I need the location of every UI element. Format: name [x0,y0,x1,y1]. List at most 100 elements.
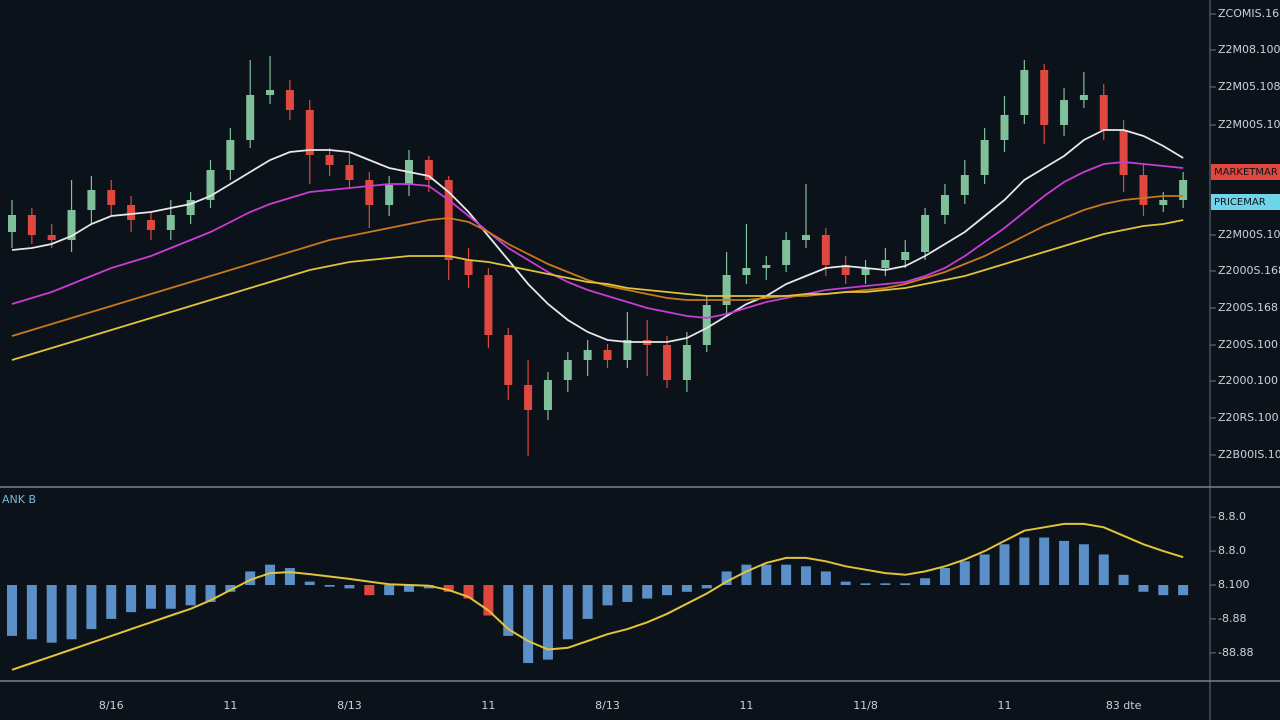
histogram-bar [225,585,236,592]
candle-body [464,260,473,275]
x-tick-label: 11 [739,699,753,712]
candle-body [27,215,36,235]
histogram-bar [721,571,732,585]
histogram-bar [503,585,514,636]
candle-body [921,215,930,252]
histogram-bar [284,568,295,585]
histogram-bar [681,585,692,592]
candle-body [385,185,394,205]
histogram-bar [622,585,633,602]
y-tick-label: -8.88 [1218,612,1246,625]
candle-body [504,335,513,385]
candle-body [524,385,533,410]
histogram-bar [463,585,474,599]
candle-body [802,235,810,240]
histogram-bar [999,544,1010,585]
moving-average-line [11,129,1184,343]
candle-body [722,275,731,305]
histogram-bar [404,585,414,592]
candle-body [901,252,910,260]
price-tag [1211,194,1280,210]
candle-body [702,305,711,345]
candle-body [1079,95,1088,100]
histogram-bar [1039,537,1050,585]
histogram-bar [1118,574,1129,585]
candle-body [345,165,354,180]
candle-body [1179,180,1188,200]
candle-body [980,140,989,175]
histogram-bar [701,585,712,589]
histogram-bar [185,585,196,606]
histogram-bar [781,564,792,585]
histogram-bar [265,564,276,585]
candle-body [305,110,314,155]
moving-average-line [11,161,1184,319]
y-tick-label: 8.100 [1218,578,1250,591]
histogram-bar [66,585,77,640]
candle-body [246,95,255,140]
candle-body [1139,175,1148,205]
candle-body [762,265,771,268]
candle-body [325,155,334,165]
histogram-bar [880,583,891,585]
histogram-bar [344,585,355,589]
y-tick-label: 8.8.0 [1218,544,1246,557]
candle-body [186,200,195,215]
y-tick-label: Z200S.100 [1218,338,1278,351]
histogram-bar [26,585,37,640]
candle-body [1060,100,1069,125]
y-tick-label: Z2M08.100 [1218,43,1280,56]
candle-body [8,215,16,232]
candle-body [782,240,791,265]
candle-body [107,190,116,205]
y-tick-label: Z2000S.168 [1218,264,1280,277]
candle-body [1099,95,1108,130]
histogram-bar [443,585,454,592]
x-tick-label: 11/8 [853,699,878,712]
x-tick-label: 11 [998,699,1012,712]
histogram-bar [245,571,256,585]
histogram-bar [979,554,990,585]
candle-body [484,275,493,335]
candle-body [365,180,374,205]
y-tick-label: -88.88 [1218,646,1253,659]
candle-body [583,350,592,360]
histogram-bar [860,583,871,585]
histogram-bar [304,581,315,585]
candle-body [603,350,612,360]
histogram-bar [801,566,811,585]
histogram-bar [483,585,494,616]
histogram-bar [1178,585,1189,596]
y-tick-label: Z2M00S.100 [1218,228,1280,241]
candle-body [881,260,890,268]
candle-body [444,180,453,260]
histogram-bar [582,585,593,619]
candle-body [841,265,850,275]
histogram-bar [46,585,57,643]
candle-body [67,210,76,240]
y-tick-label: Z20RS.100 [1218,411,1279,424]
histogram-bar [126,585,137,613]
candle-body [226,140,235,170]
signal-line [11,522,1184,671]
candle-body [1000,115,1009,140]
histogram-bar [642,585,653,599]
candle-body [1040,70,1049,125]
candle-body [960,175,969,195]
price-tag-label: MARKETMAR [1214,167,1278,178]
histogram-bar [602,585,613,606]
y-tick-label: Z2B00IS.100 [1218,448,1280,461]
panel-title: ANK B [2,493,36,506]
histogram-bar [205,585,216,602]
histogram-bar [761,564,772,585]
histogram-bar [1098,554,1109,585]
candle-body [821,235,830,265]
histogram-bar [562,585,573,640]
histogram-bar [741,564,752,585]
candle-body [663,345,672,380]
y-tick-label: Z2M00S.108 [1218,118,1280,131]
histogram-bar [523,585,534,664]
y-tick-label: Z2000.100 [1218,374,1278,387]
